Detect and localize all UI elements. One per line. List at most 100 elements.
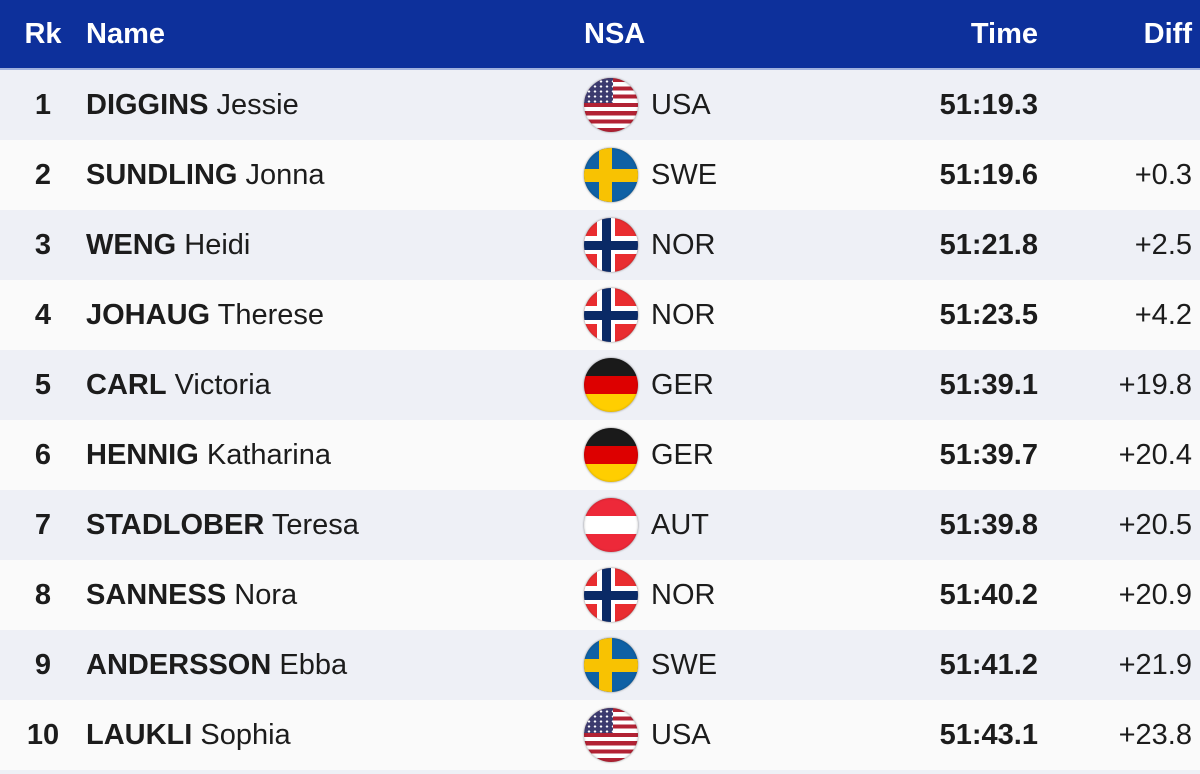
name-cell: CARL Victoria [86,369,584,402]
diff-cell: +21.9 [1118,648,1192,681]
nsa-cell: GER [584,358,854,412]
table-body: 1 DIGGINS Jessie USA 51:19.3 2 SUNDLING … [0,70,1200,770]
athlete-surname: SUNDLING [86,158,238,191]
result-row[interactable]: 1 DIGGINS Jessie USA 51:19.3 [0,70,1200,140]
diff-cell: +20.9 [1118,578,1192,611]
name-cell: DIGGINS Jessie [86,89,584,122]
nsa-cell: NOR [584,288,854,342]
nsa-cell: GER [584,428,854,482]
time-cell: 51:21.8 [939,228,1038,261]
result-row[interactable]: 7 STADLOBER Teresa AUT 51:39.8 +20.5 [0,490,1200,560]
nsa-code: SWE [651,158,718,191]
time-cell: 51:19.6 [939,158,1038,191]
athlete-surname: CARL [86,368,167,401]
result-row[interactable]: 10 LAUKLI Sophia USA 51:43.1 +23.8 [0,700,1200,770]
rank-cell: 1 [34,88,52,121]
result-row[interactable]: 5 CARL Victoria GER 51:39.1 +19.8 [0,350,1200,420]
germany-flag-icon [584,428,638,482]
athlete-given-name: Sophia [200,718,291,751]
diff-cell: +2.5 [1134,228,1192,261]
result-row[interactable]: 8 SANNESS Nora NOR 51:40.2 +20.9 [0,560,1200,630]
athlete-surname: SANNESS [86,578,227,611]
time-cell: 51:41.2 [939,648,1038,681]
norway-flag-icon [584,218,638,272]
nsa-cell: USA [584,708,854,762]
athlete-surname: JOHAUG [86,298,211,331]
result-row[interactable]: 6 HENNIG Katharina GER 51:39.7 +20.4 [0,420,1200,490]
diff-cell: +0.3 [1134,158,1192,191]
nsa-code: NOR [651,298,716,331]
norway-flag-icon [584,288,638,342]
name-cell: STADLOBER Teresa [86,509,584,542]
column-header-diff: Diff [1143,17,1192,50]
time-cell: 51:23.5 [939,298,1038,331]
name-cell: SANNESS Nora [86,579,584,612]
sweden-flag-icon [584,148,638,202]
name-cell: HENNIG Katharina [86,439,584,472]
rank-cell: 10 [26,718,60,751]
athlete-given-name: Heidi [184,228,251,261]
result-row[interactable]: 2 SUNDLING Jonna SWE 51:19.6 +0.3 [0,140,1200,210]
nsa-cell: NOR [584,218,854,272]
nsa-code: NOR [651,228,716,261]
rank-cell: 9 [34,648,52,681]
nsa-cell: AUT [584,498,854,552]
nsa-cell: SWE [584,148,854,202]
usa-flag-icon [584,708,638,762]
name-cell: JOHAUG Therese [86,299,584,332]
norway-flag-icon [584,568,638,622]
result-row[interactable]: 3 WENG Heidi NOR 51:21.8 +2.5 [0,210,1200,280]
table-header-row: Rk Name NSA Time Diff [0,0,1200,70]
result-row[interactable]: 9 ANDERSSON Ebba SWE 51:41.2 +21.9 [0,630,1200,700]
athlete-given-name: Therese [217,298,325,331]
athlete-given-name: Jonna [245,158,325,191]
time-cell: 51:39.8 [939,508,1038,541]
diff-cell: +20.4 [1118,438,1192,471]
column-header-nsa: NSA [584,17,646,50]
athlete-given-name: Nora [234,578,298,611]
sweden-flag-icon [584,638,638,692]
column-header-name: Name [86,17,165,50]
rank-cell: 5 [34,368,52,401]
athlete-given-name: Victoria [174,368,271,401]
time-cell: 51:19.3 [939,88,1038,121]
rank-cell: 3 [34,228,52,261]
diff-cell: +23.8 [1118,718,1192,751]
athlete-surname: DIGGINS [86,88,209,121]
name-cell: ANDERSSON Ebba [86,649,584,682]
nsa-cell: SWE [584,638,854,692]
name-cell: WENG Heidi [86,229,584,262]
rank-cell: 6 [34,438,52,471]
name-cell: LAUKLI Sophia [86,719,584,752]
nsa-cell: NOR [584,568,854,622]
time-cell: 51:39.1 [939,368,1038,401]
diff-cell: +20.5 [1118,508,1192,541]
athlete-given-name: Ebba [279,648,348,681]
athlete-surname: WENG [86,228,177,261]
result-row[interactable]: 4 JOHAUG Therese NOR 51:23.5 +4.2 [0,280,1200,350]
athlete-surname: LAUKLI [86,718,193,751]
rank-cell: 7 [34,508,52,541]
nsa-code: AUT [651,508,709,541]
rank-cell: 2 [34,158,52,191]
athlete-surname: HENNIG [86,438,199,471]
rank-cell: 4 [34,298,52,331]
athlete-given-name: Katharina [206,438,332,471]
germany-flag-icon [584,358,638,412]
time-cell: 51:43.1 [939,718,1038,751]
name-cell: SUNDLING Jonna [86,159,584,192]
nsa-code: NOR [651,578,716,611]
athlete-given-name: Jessie [216,88,299,121]
diff-cell: +19.8 [1118,368,1192,401]
column-header-time: Time [970,17,1038,50]
column-header-rank: Rk [24,17,62,50]
athlete-surname: STADLOBER [86,508,265,541]
time-cell: 51:40.2 [939,578,1038,611]
nsa-cell: USA [584,78,854,132]
nsa-code: GER [651,368,714,401]
austria-flag-icon [584,498,638,552]
nsa-code: USA [651,88,711,121]
time-cell: 51:39.7 [939,438,1038,471]
nsa-code: USA [651,718,711,751]
